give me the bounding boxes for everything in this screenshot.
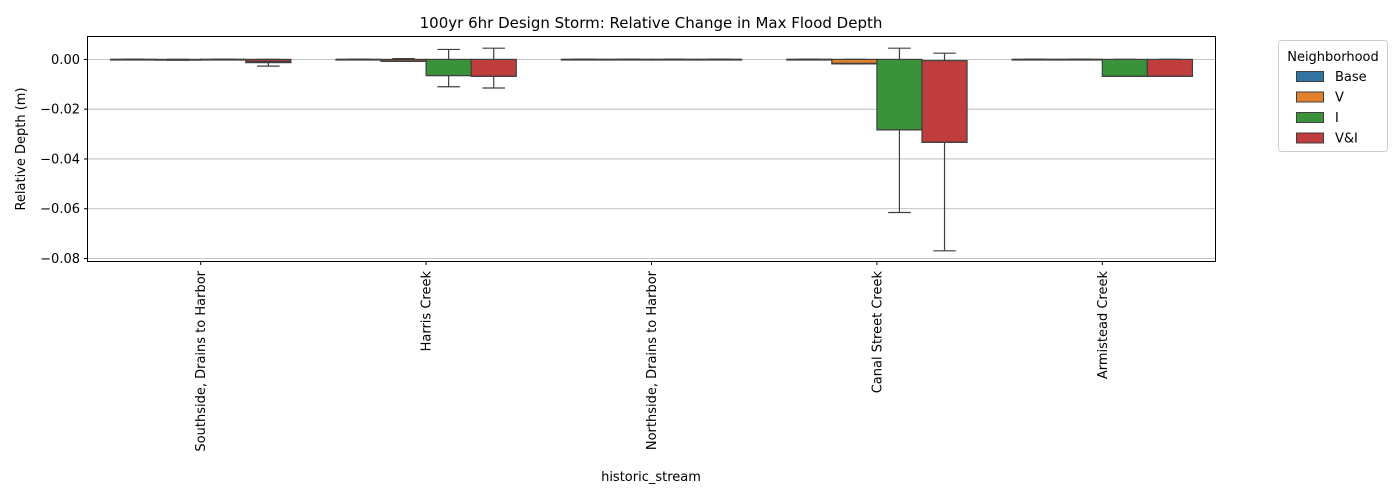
legend-label: Base [1335,70,1367,85]
box-body [921,60,968,143]
y-tick-label: −0.04 [40,152,80,167]
legend-swatch [1296,112,1324,123]
box-i-2 [650,58,698,61]
box-body [1146,58,1194,77]
legend-frame [1278,40,1388,152]
y-tick-label: −0.02 [40,103,80,118]
box-i-0 [200,58,247,61]
y-tick-label: −0.06 [40,202,80,217]
plot-area-frame [87,36,1216,262]
legend-swatch [1296,71,1324,82]
box-v-2 [605,58,653,61]
box-base-3 [786,58,833,61]
grid-lines [88,59,1215,259]
legend-title: Neighborhood [1287,50,1379,65]
legend-items: Base VI V&I [1296,70,1367,147]
x-tick-label: Armistead Creek [1096,271,1111,380]
x-tick-label: Harris Creek [420,271,435,352]
box-vi-1 [470,47,517,89]
box-body [876,58,923,131]
box-v-0 [155,58,202,61]
y-axis-label: Relative Depth (m) [14,87,29,210]
box-base-0 [109,58,157,61]
box-base-2 [560,58,608,61]
legend-label: V [1335,91,1344,106]
box-body [1101,58,1148,77]
boxes [109,47,1194,252]
legend: Neighborhood Base VI V&I [1278,40,1388,152]
box-i-4 [1101,58,1148,77]
x-tick-label: Canal Street Creek [870,271,885,394]
box-i-3 [876,47,923,214]
box-body [470,58,517,77]
box-v-3 [831,58,878,65]
legend-swatch [1296,91,1324,103]
legend-swatch [1296,132,1324,144]
box-v-1 [380,58,427,62]
x-axis-ticks: Southside, Drains to Harbor Harris Creek N… [194,261,1111,452]
box-body [425,58,472,77]
x-tick-label: Southside, Drains to Harbor [194,270,209,451]
box-vi-3 [921,52,968,252]
box-vi-4 [1146,58,1194,77]
box-vi-0 [245,58,292,67]
legend-label: I [1335,111,1339,126]
x-tick-label: Northside, Drains to Harbor [645,270,660,450]
chart-title: 100yr 6hr Design Storm: Relative Change … [420,14,883,32]
y-axis-ticks: 0.00 −0.02 −0.04 −0.06 −0.08 [40,53,88,267]
x-axis-label: historic_stream [601,470,701,485]
legend-label: V&I [1335,132,1358,147]
y-tick-label: −0.08 [40,252,80,267]
box-base-4 [1011,58,1058,61]
box-v-4 [1056,58,1103,61]
box-vi-2 [695,58,743,61]
box-i-1 [425,48,472,88]
y-tick-label: 0.00 [51,53,80,68]
box-base-1 [335,58,382,61]
